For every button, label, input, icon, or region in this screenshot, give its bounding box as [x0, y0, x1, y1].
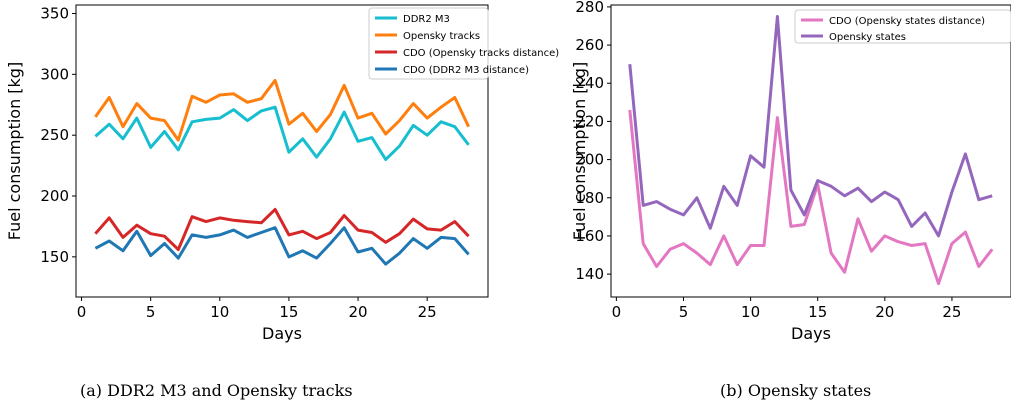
- legend-label: Opensky states: [829, 32, 906, 43]
- x-tick-label: 5: [679, 303, 689, 321]
- y-tick-label: 240: [575, 74, 604, 92]
- caption-b: (b) Opensky states: [720, 381, 871, 400]
- series-line-0-0: [94, 105, 470, 161]
- y-tick-label: 300: [40, 65, 69, 83]
- x-tick-label: 15: [279, 303, 298, 321]
- x-tick-label: 5: [146, 303, 156, 321]
- series-line-0-3: [94, 226, 470, 266]
- series-line-1-1: [628, 15, 993, 238]
- x-tick-label: 20: [348, 303, 367, 321]
- y-tick-label: 280: [575, 0, 604, 16]
- legend-label: CDO (Opensky tracks distance): [403, 48, 559, 59]
- x-tick-label: 20: [875, 303, 894, 321]
- legend-box: [368, 7, 489, 80]
- x-tick-label: 25: [418, 303, 437, 321]
- x-tick-label: 0: [612, 303, 622, 321]
- y-axis-label: Fuel consumption [kg]: [570, 62, 589, 240]
- y-tick-label: 220: [575, 112, 604, 130]
- x-tick-label: 15: [808, 303, 827, 321]
- series-line-1-0: [628, 109, 994, 286]
- axes-frame: [610, 4, 1011, 298]
- legend-box: [794, 9, 1011, 44]
- chart-b: 0 5 10 15 20 25 140 160 180 200 220 240 260 280 Days Fu…: [570, 0, 1011, 343]
- y-tick-label: 200: [575, 151, 604, 169]
- legend-label: CDO (DDR2 M3 distance): [403, 65, 529, 76]
- y-tick-label: 250: [40, 126, 69, 144]
- y-tick-label: 180: [575, 189, 604, 207]
- y-tick-label: 160: [575, 227, 604, 245]
- series-line-0-2: [94, 207, 470, 252]
- legend-label: Opensky tracks: [403, 31, 480, 42]
- x-axis-label: Days: [791, 324, 831, 343]
- series-line-0-1: [94, 78, 470, 142]
- y-tick-label: 350: [40, 5, 69, 23]
- legend-label: DDR2 M3: [403, 14, 450, 25]
- x-tick-label: 10: [210, 303, 229, 321]
- legend: DDR2 M3 Opensky tracks CDO (Opensky tracks…: [368, 7, 559, 80]
- x-tick-label: 0: [77, 303, 87, 321]
- y-tick-label: 200: [40, 187, 69, 205]
- chart-a: 0 5 10 15 20 25 150 200 250 300 350 Days Fuel consum…: [5, 4, 559, 343]
- y-axis-label: Fuel consumption [kg]: [5, 62, 24, 240]
- legend-label: CDO (Opensky states distance): [829, 16, 985, 27]
- x-tick-label: 25: [942, 303, 961, 321]
- legend: CDO (Opensky states distance) Opensky sta…: [794, 9, 1011, 44]
- x-tick-label: 10: [741, 303, 760, 321]
- axes-frame: [75, 4, 489, 298]
- y-tick-label: 150: [40, 248, 69, 266]
- caption-a: (a) DDR2 M3 and Opensky tracks: [80, 381, 353, 400]
- x-axis-label: Days: [262, 324, 302, 343]
- y-tick-label: 140: [575, 265, 604, 283]
- y-tick-label: 260: [575, 36, 604, 54]
